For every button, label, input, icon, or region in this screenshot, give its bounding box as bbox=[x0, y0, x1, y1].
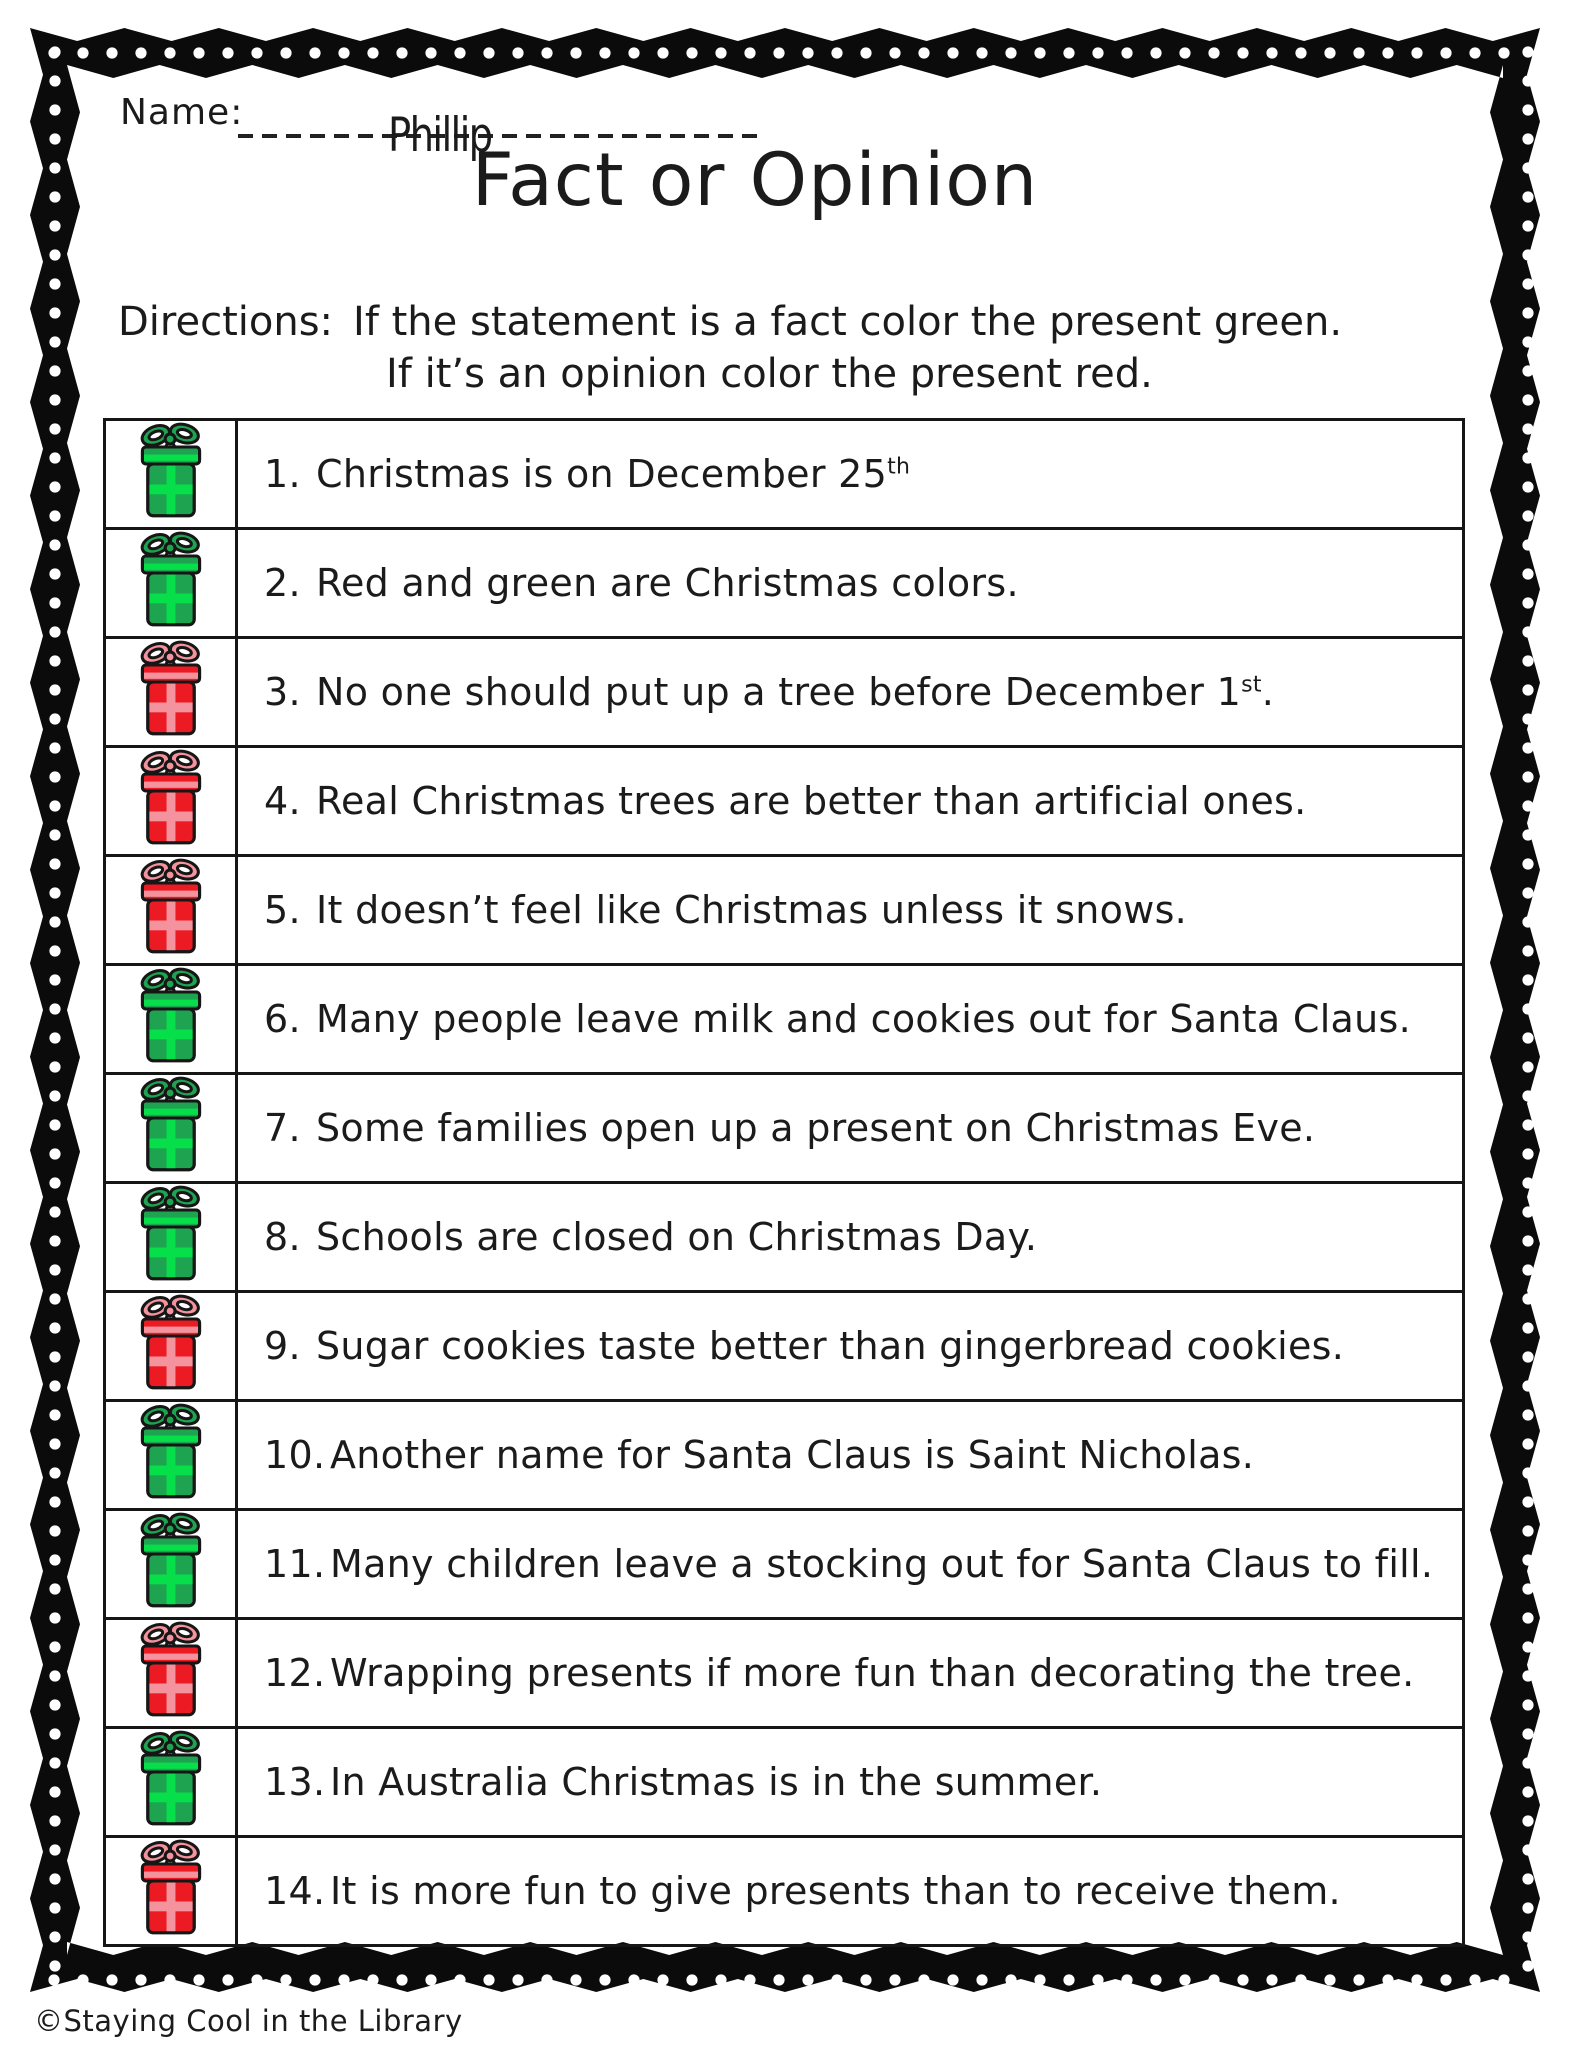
statement-text: In Australia Christmas is in the summer. bbox=[330, 1760, 1103, 1804]
statement-number: 14. bbox=[264, 1869, 326, 1913]
statement-cell: 7. Some families open up a present on Chr… bbox=[235, 1072, 1465, 1184]
statement-cell: 5. It doesn’t feel like Christmas unless … bbox=[235, 854, 1465, 966]
statement-number: 8. bbox=[264, 1215, 301, 1259]
present-icon-green bbox=[140, 1076, 201, 1172]
statement-text: It is more fun to give presents than to … bbox=[330, 1869, 1341, 1913]
present-cell-green[interactable] bbox=[103, 1726, 238, 1838]
statement-text: Real Christmas trees are better than art… bbox=[316, 779, 1307, 823]
statement-superscript: st bbox=[1241, 672, 1262, 698]
directions-label: Directions: bbox=[118, 299, 334, 345]
table-row: 7. Some families open up a present on Chr… bbox=[103, 1072, 1465, 1184]
statement-cell: 8. Schools are closed on Christmas Day. bbox=[235, 1181, 1465, 1293]
statement-number: 7. bbox=[264, 1106, 301, 1150]
present-cell-red[interactable] bbox=[103, 1617, 238, 1729]
statement-number: 6. bbox=[264, 997, 301, 1041]
table-row: 4. Real Christmas trees are better than a… bbox=[103, 745, 1465, 857]
present-icon-green bbox=[140, 1730, 201, 1826]
table-row: 1. Christmas is on December 25th bbox=[103, 418, 1465, 530]
statement-text: Another name for Santa Claus is Saint Ni… bbox=[330, 1433, 1255, 1477]
present-icon-green bbox=[140, 531, 201, 627]
present-icon-red bbox=[140, 640, 201, 736]
statement-text: Many people leave milk and cookies out f… bbox=[316, 997, 1412, 1041]
statement-tail: . bbox=[1261, 670, 1275, 714]
directions-line2: If it’s an opinion color the present red… bbox=[386, 351, 1153, 397]
present-icon-red bbox=[140, 1294, 201, 1390]
statement-text: Schools are closed on Christmas Day. bbox=[316, 1215, 1038, 1259]
table-row: 6. Many people leave milk and cookies out… bbox=[103, 963, 1465, 1075]
statements-table: 1. Christmas is on December 25th 2. Red an… bbox=[103, 418, 1465, 1947]
present-icon-green bbox=[140, 1185, 201, 1281]
statement-number: 5. bbox=[264, 888, 301, 932]
table-row: 14. It is more fun to give presents than … bbox=[103, 1835, 1465, 1947]
statement-cell: 4. Real Christmas trees are better than a… bbox=[235, 745, 1465, 857]
statement-cell: 14. It is more fun to give presents than … bbox=[235, 1835, 1465, 1947]
statement-cell: 6. Many people leave milk and cookies out… bbox=[235, 963, 1465, 1075]
statement-text: Sugar cookies taste better than gingerbr… bbox=[316, 1324, 1345, 1368]
present-cell-green[interactable] bbox=[103, 1072, 238, 1184]
directions: Directions: If the statement is a fact co… bbox=[118, 296, 1342, 400]
present-cell-red[interactable] bbox=[103, 1835, 238, 1947]
present-cell-red[interactable] bbox=[103, 854, 238, 966]
table-row: 10. Another name for Santa Claus is Saint… bbox=[103, 1399, 1465, 1511]
table-row: 2. Red and green are Christmas colors. bbox=[103, 527, 1465, 639]
table-row: 13. In Australia Christmas is in the summ… bbox=[103, 1726, 1465, 1838]
statement-cell: 12. Wrapping presents if more fun than de… bbox=[235, 1617, 1465, 1729]
present-cell-green[interactable] bbox=[103, 1399, 238, 1511]
name-label: Name: bbox=[120, 92, 244, 133]
statement-text: Some families open up a present on Chris… bbox=[316, 1106, 1316, 1150]
statement-number: 12. bbox=[264, 1651, 326, 1695]
statement-text: No one should put up a tree before Decem… bbox=[316, 670, 1242, 714]
statement-number: 11. bbox=[264, 1542, 326, 1586]
statement-text: Christmas is on December 25 bbox=[316, 452, 888, 496]
directions-text-1: If the statement is a fact color the pre… bbox=[353, 299, 1343, 345]
name-field[interactable]: Phillip bbox=[238, 108, 766, 163]
present-icon-green bbox=[140, 1403, 201, 1499]
statement-number: 3. bbox=[264, 670, 301, 714]
table-row: 5. It doesn’t feel like Christmas unless … bbox=[103, 854, 1465, 966]
statement-number: 9. bbox=[264, 1324, 301, 1368]
present-cell-green[interactable] bbox=[103, 527, 238, 639]
statement-number: 13. bbox=[264, 1760, 326, 1804]
present-icon-green bbox=[140, 967, 201, 1063]
statement-cell: 11. Many children leave a stocking out fo… bbox=[235, 1508, 1465, 1620]
present-icon-red bbox=[140, 1621, 201, 1717]
statement-cell: 1. Christmas is on December 25th bbox=[235, 418, 1465, 530]
present-cell-red[interactable] bbox=[103, 636, 238, 748]
present-icon-red bbox=[140, 858, 201, 954]
statement-number: 10. bbox=[264, 1433, 326, 1477]
statement-number: 1. bbox=[264, 452, 301, 496]
name-row: Name: Phillip bbox=[120, 92, 766, 163]
statement-number: 4. bbox=[264, 779, 301, 823]
statement-cell: 2. Red and green are Christmas colors. bbox=[235, 527, 1465, 639]
statement-cell: 10. Another name for Santa Claus is Saint… bbox=[235, 1399, 1465, 1511]
statement-cell: 3. No one should put up a tree before Dec… bbox=[235, 636, 1465, 748]
present-cell-green[interactable] bbox=[103, 963, 238, 1075]
statement-superscript: th bbox=[887, 454, 911, 480]
statement-text: It doesn’t feel like Christmas unless it… bbox=[316, 888, 1188, 932]
present-icon-red bbox=[140, 1839, 201, 1935]
table-row: 3. No one should put up a tree before Dec… bbox=[103, 636, 1465, 748]
table-row: 8. Schools are closed on Christmas Day. bbox=[103, 1181, 1465, 1293]
present-cell-red[interactable] bbox=[103, 745, 238, 857]
directions-line1: Directions: If the statement is a fact co… bbox=[118, 296, 1342, 348]
statement-cell: 13. In Australia Christmas is in the summ… bbox=[235, 1726, 1465, 1838]
table-row: 11. Many children leave a stocking out fo… bbox=[103, 1508, 1465, 1620]
present-cell-green[interactable] bbox=[103, 1508, 238, 1620]
statement-number: 2. bbox=[264, 561, 301, 605]
present-icon-green bbox=[140, 422, 201, 518]
statement-text: Wrapping presents if more fun than decor… bbox=[330, 1651, 1415, 1695]
present-cell-red[interactable] bbox=[103, 1290, 238, 1402]
present-cell-green[interactable] bbox=[103, 418, 238, 530]
present-icon-green bbox=[140, 1512, 201, 1608]
table-row: 9. Sugar cookies taste better than ginger… bbox=[103, 1290, 1465, 1402]
present-icon-red bbox=[140, 749, 201, 845]
credit-line: ©Staying Cool in the Library bbox=[34, 2004, 463, 2038]
table-row: 12. Wrapping presents if more fun than de… bbox=[103, 1617, 1465, 1729]
statement-text: Red and green are Christmas colors. bbox=[316, 561, 1019, 605]
statement-text: Many children leave a stocking out for S… bbox=[330, 1542, 1434, 1586]
page-title: Fact or Opinion bbox=[471, 138, 1039, 223]
statement-cell: 9. Sugar cookies taste better than ginger… bbox=[235, 1290, 1465, 1402]
student-name-value[interactable]: Phillip bbox=[388, 108, 493, 163]
present-cell-green[interactable] bbox=[103, 1181, 238, 1293]
